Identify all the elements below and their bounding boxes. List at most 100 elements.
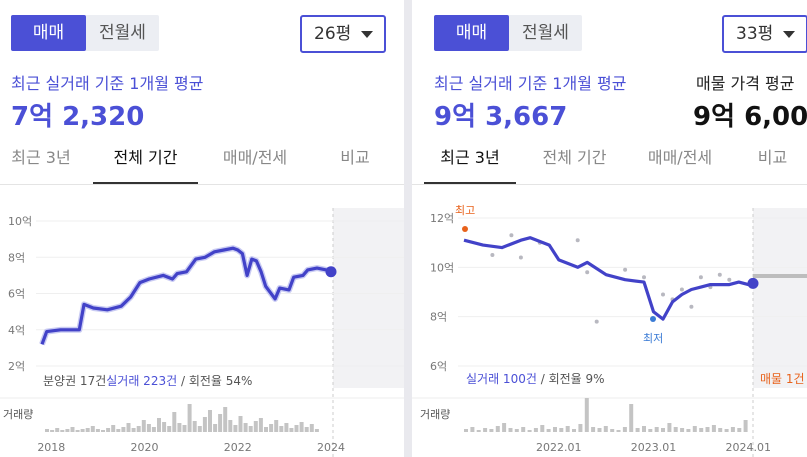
volume-bar: [737, 428, 742, 432]
caret-down-icon: [783, 31, 795, 38]
min-point: [650, 316, 656, 322]
price-chart-right[interactable]: 12억 10억 8억 6억 최고 최저 실거래 100건 / 회전율 9% 매물 1건…: [412, 186, 807, 457]
volume-bar: [711, 425, 716, 432]
volume-bar: [514, 429, 519, 432]
volume-bar: [724, 429, 729, 432]
volume-bar: [192, 421, 197, 432]
trade-point: [518, 255, 523, 260]
volume-bar: [546, 429, 551, 432]
trade-point: [679, 287, 684, 292]
size-select[interactable]: 33평: [722, 15, 807, 53]
volume-bar: [699, 428, 704, 432]
caret-down-icon: [361, 31, 373, 38]
volume-bar: [686, 429, 691, 432]
tab-all-period[interactable]: 전체 기간: [542, 148, 607, 167]
volume-bar: [635, 428, 640, 432]
trade-point: [689, 304, 694, 309]
tab-sale-rent[interactable]: 매매/전세: [222, 148, 288, 167]
volume-bar: [578, 424, 583, 432]
max-label: 최고: [455, 204, 475, 217]
y-tick-label: 4억: [8, 324, 25, 337]
volume-bar: [167, 426, 172, 432]
avg-subtitle: 최근 실거래 기준 1개월 평균: [434, 74, 627, 93]
avg-price: 7억 2,320: [11, 102, 145, 132]
tab-sale[interactable]: 매매: [11, 15, 86, 51]
volume-bar: [597, 428, 602, 432]
volume-bar: [157, 418, 161, 432]
volume-bar: [177, 423, 182, 432]
volume-bar: [603, 426, 608, 432]
volume-bar: [642, 426, 646, 432]
volume-bar: [584, 398, 589, 432]
size-select[interactable]: 26평: [300, 15, 386, 53]
volume-bar: [540, 425, 545, 432]
tab-rent[interactable]: 전월세: [522, 23, 569, 43]
volume-bar: [495, 426, 500, 432]
listing-avg-title: 매물 가격 평균: [696, 74, 795, 93]
tab-recent-3y[interactable]: 최근 3년: [424, 140, 516, 184]
size-select-value: 33평: [736, 24, 774, 44]
volume-bar: [187, 404, 192, 432]
volume-bar: [718, 428, 723, 432]
tab-sale[interactable]: 매매: [434, 15, 509, 51]
volume-bar: [60, 430, 65, 432]
tab-compare[interactable]: 비교: [757, 148, 788, 167]
volume-bar: [692, 426, 697, 432]
volume-bar: [299, 422, 304, 432]
size-select-value: 26평: [314, 24, 352, 44]
tab-sale-rent[interactable]: 매매/전세: [647, 148, 713, 167]
volume-bar: [616, 430, 621, 432]
listing-count: 매물 1건: [760, 372, 805, 386]
x-tick-label: 2020: [131, 441, 159, 454]
volume-bar: [65, 429, 70, 432]
volume-bar: [75, 430, 80, 432]
trade-point: [509, 233, 514, 238]
volume-bar: [213, 424, 218, 432]
avg-subtitle: 최근 실거래 기준 1개월 평균: [11, 74, 204, 93]
volume-bar: [223, 407, 228, 432]
chart-panel-33: 매매 전월세 33평 최근 실거래 기준 1개월 평균 9억 3,667 매물 …: [412, 0, 807, 457]
tab-rent[interactable]: 전월세: [99, 23, 146, 43]
volume-bar: [218, 414, 223, 432]
tab-recent-3y[interactable]: 최근 3년: [11, 148, 71, 167]
volume-bar: [45, 429, 49, 432]
y-tick-label: 10억: [430, 261, 454, 274]
volume-bar: [622, 427, 627, 432]
volume-bar: [553, 427, 557, 432]
volume-bar: [162, 422, 167, 432]
volume-bar: [489, 429, 494, 432]
tab-all-period[interactable]: 전체 기간: [93, 140, 198, 184]
volume-bar: [70, 427, 75, 432]
volume-bar: [629, 404, 634, 432]
volume-bar: [253, 421, 258, 432]
volume-bar: [502, 423, 507, 432]
volume-bar: [274, 420, 279, 432]
volume-bar: [648, 429, 653, 432]
volume-bar: [208, 410, 212, 432]
volume-bar: [680, 428, 685, 432]
volume-label: 거래량: [3, 408, 33, 421]
volume-bar: [258, 418, 263, 432]
y-tick-label: 6억: [430, 360, 447, 373]
volume-bar: [141, 420, 146, 432]
volume-bar: [610, 429, 615, 432]
volume-bar: [279, 426, 284, 432]
volume-bar: [654, 427, 659, 432]
volume-bar: [197, 426, 202, 432]
panel-divider: [404, 0, 412, 457]
volume-bar: [248, 426, 253, 432]
volume-bar: [264, 427, 268, 432]
volume-bar: [202, 417, 207, 432]
volume-bar: [55, 428, 60, 432]
y-tick-label: 12억: [430, 212, 454, 225]
volume-bar: [743, 420, 748, 432]
x-tick-label: 2022: [224, 441, 252, 454]
volume-bar: [464, 429, 468, 432]
tab-compare[interactable]: 비교: [340, 148, 370, 167]
volume-label: 거래량: [420, 408, 450, 421]
current-point: [747, 277, 759, 289]
volume-bar: [527, 430, 532, 432]
price-chart-left[interactable]: 10억 8억 6억 4억 2억 분양권 17건실거래 223건 / 회전율 54% 거래…: [0, 186, 404, 457]
volume-bar: [673, 427, 678, 432]
x-tick-label: 2022.01: [536, 441, 582, 454]
